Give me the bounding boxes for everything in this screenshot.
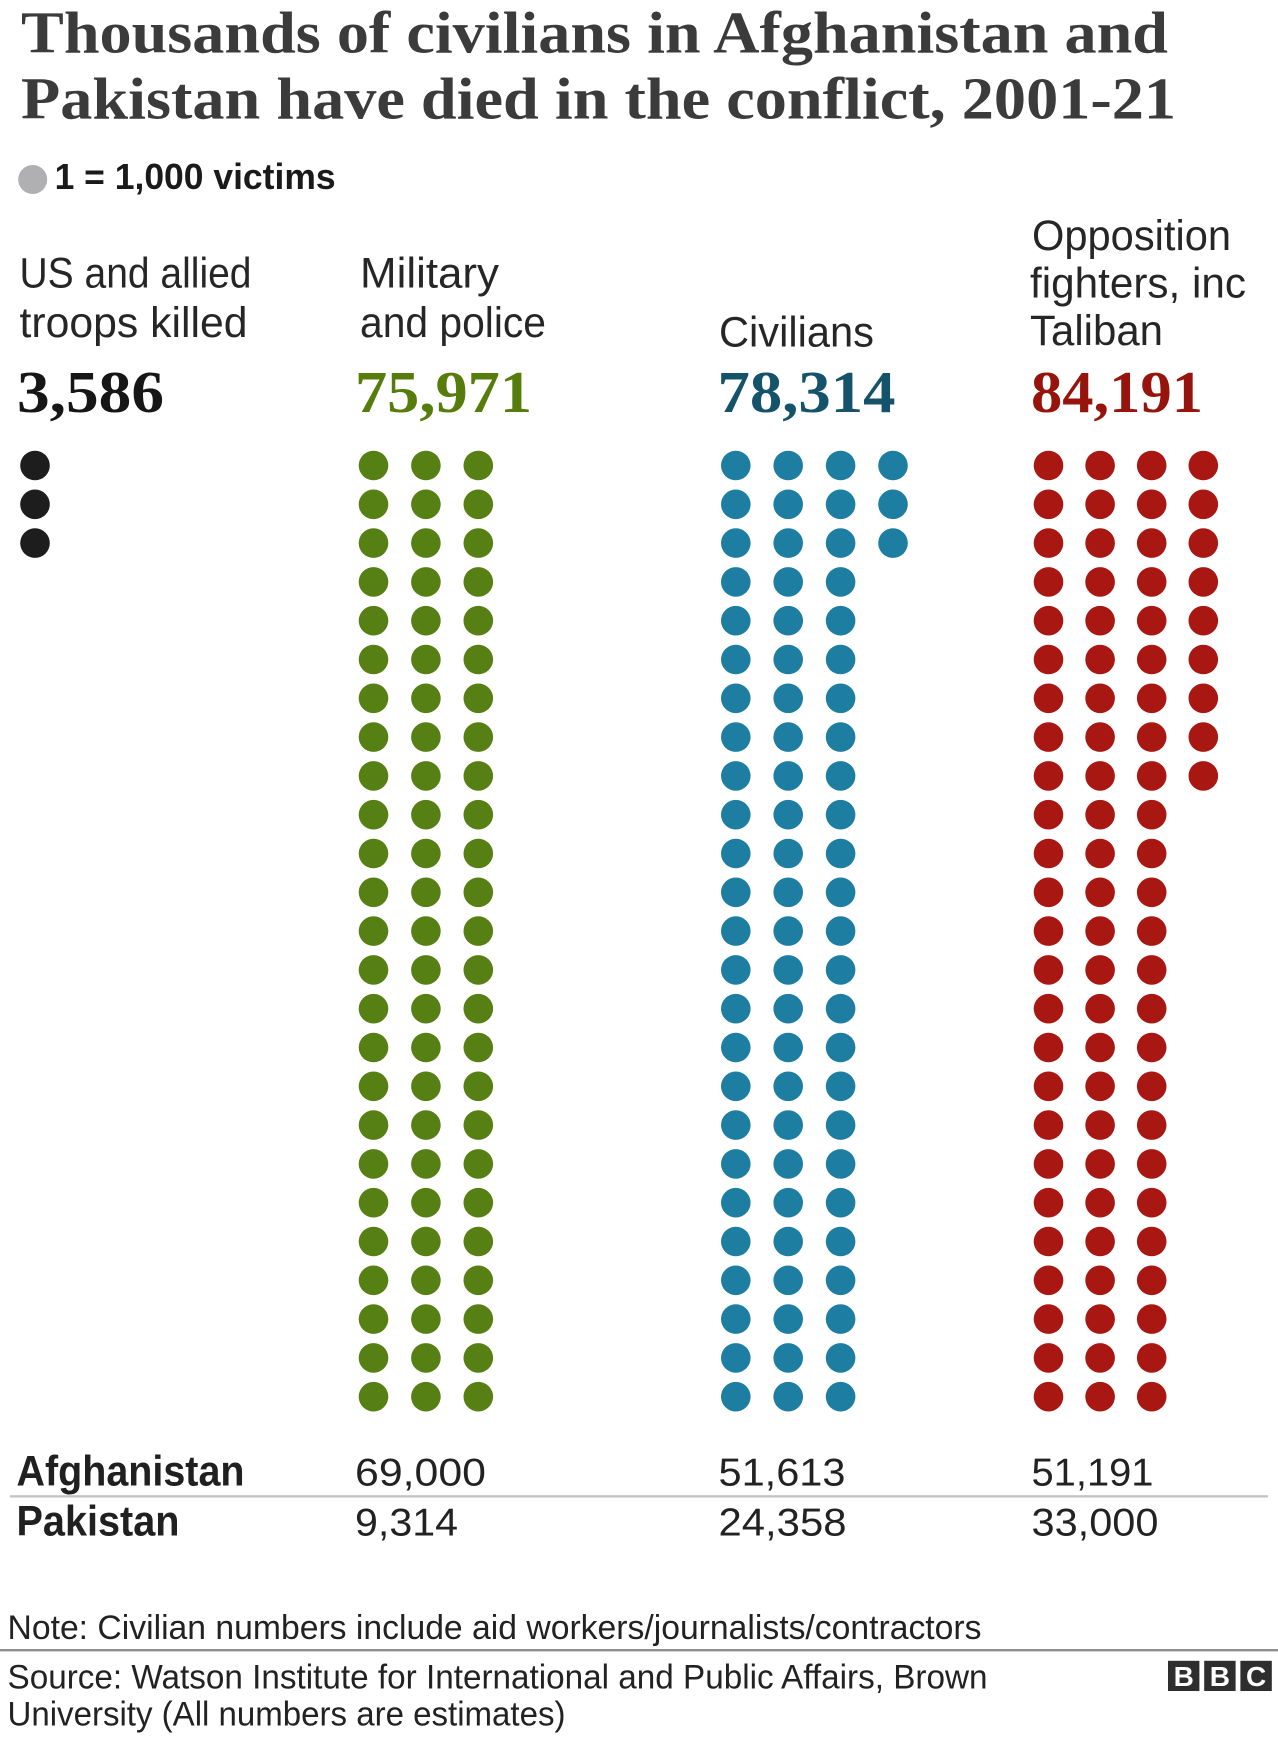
svg-text:Thousands of civilians in Afgh: Thousands of civilians in Afghanistan an… (21, 0, 1168, 66)
svg-text:Taliban: Taliban (1030, 307, 1163, 355)
svg-text:Source: Watson Institute for I: Source: Watson Institute for Internation… (8, 1658, 988, 1696)
svg-text:24,358: 24,358 (719, 1502, 847, 1545)
svg-text:US and allied: US and allied (20, 249, 252, 297)
svg-text:69,000: 69,000 (355, 1452, 486, 1495)
svg-text:51,613: 51,613 (719, 1452, 846, 1495)
svg-text:fighters, inc: fighters, inc (1030, 260, 1246, 308)
svg-text:1 = 1,000 victims: 1 = 1,000 victims (55, 156, 336, 197)
svg-text:C: C (1246, 1661, 1266, 1692)
svg-text:3,586: 3,586 (17, 359, 164, 425)
svg-text:Note: Civilian numbers include: Note: Civilian numbers include aid worke… (8, 1609, 982, 1647)
svg-text:Civilians: Civilians (719, 308, 874, 356)
svg-text:University (All numbers are es: University (All numbers are estimates) (8, 1695, 566, 1733)
svg-text:84,191: 84,191 (1031, 359, 1203, 425)
svg-text:Afghanistan: Afghanistan (17, 1448, 245, 1496)
svg-text:troops killed: troops killed (20, 299, 248, 347)
svg-text:Opposition: Opposition (1032, 212, 1231, 260)
svg-text:and police: and police (360, 299, 546, 347)
svg-text:9,314: 9,314 (355, 1502, 458, 1545)
svg-text:Pakistan have died in the conf: Pakistan have died in the conflict, 2001… (21, 65, 1176, 131)
svg-text:Military: Military (360, 249, 499, 297)
svg-text:75,971: 75,971 (355, 359, 532, 425)
svg-text:B: B (1210, 1661, 1230, 1692)
svg-text:33,000: 33,000 (1032, 1502, 1159, 1545)
svg-text:78,314: 78,314 (718, 359, 896, 425)
svg-text:Pakistan: Pakistan (17, 1498, 180, 1546)
svg-text:B: B (1174, 1661, 1194, 1692)
svg-text:51,191: 51,191 (1032, 1452, 1154, 1495)
